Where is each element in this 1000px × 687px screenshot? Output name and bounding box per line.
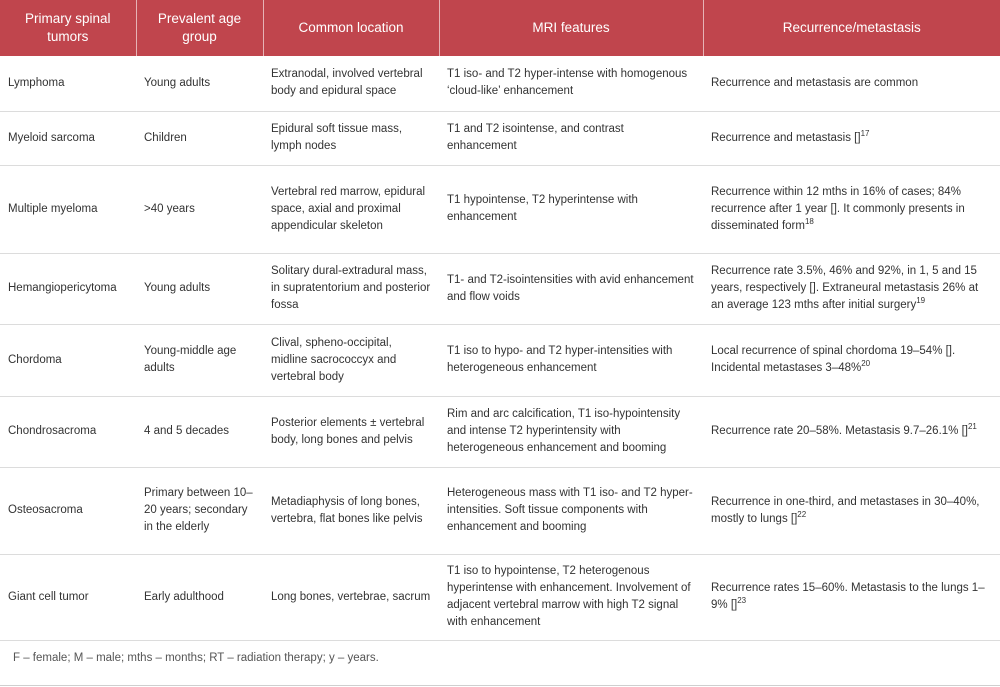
table-row: Hemangiopericytoma Young adults Solitary…: [0, 253, 1000, 325]
reference-number: 20: [861, 359, 871, 369]
cell-location: Posterior elements ± vertebral body, lon…: [263, 396, 439, 468]
cell-recurrence: Recurrence rate 3.5%, 46% and 92%, in 1,…: [703, 253, 1000, 325]
table-row: Myeloid sarcoma Children Epidural soft t…: [0, 111, 1000, 166]
table-footnote: F – female; M – male; mths – months; RT …: [13, 652, 379, 664]
reference-number: 18: [804, 216, 814, 226]
cell-mri: T1- and T2-isointensities with avid enha…: [439, 253, 703, 325]
cell-age: >40 years: [136, 165, 263, 254]
cell-mri: Rim and arc calcification, T1 iso-hypoin…: [439, 396, 703, 468]
header-tumor: Primary spinal tumors: [0, 0, 136, 56]
cell-age: Children: [136, 111, 263, 166]
cell-recurrence: Recurrence and metastasis are common: [703, 56, 1000, 112]
header-location: Common location: [262, 0, 439, 56]
cell-location: Metadiaphysis of long bones, vertebra, f…: [263, 467, 439, 555]
recurrence-text: Recurrence rate 3.5%, 46% and 92%, in 1,…: [711, 265, 979, 311]
table-row: Osteosacroma Primary between 10–20 years…: [0, 467, 1000, 555]
table-row: Lymphoma Young adults Extranodal, involv…: [0, 56, 1000, 112]
cell-recurrence: Recurrence and metastasis []17: [703, 111, 1000, 166]
recurrence-text: Recurrence and metastasis []: [711, 131, 861, 144]
cell-recurrence: Recurrence rate 20–58%. Metastasis 9.7–2…: [703, 396, 1000, 468]
reference-number: 21: [967, 422, 977, 432]
cell-mri: T1 and T2 isointense, and contrast enhan…: [439, 111, 703, 166]
recurrence-text: Recurrence rate 20–58%. Metastasis 9.7–2…: [711, 425, 968, 437]
cell-recurrence: Recurrence rates 15–60%. Metastasis to t…: [703, 554, 1000, 641]
table-row: Chondrosacroma 4 and 5 decades Posterior…: [0, 396, 1000, 468]
cell-age: Young-middle age adults: [136, 324, 263, 397]
header-row: Primary spinal tumors Prevalent age grou…: [0, 0, 1000, 56]
header-recurrence: Recurrence/metastasis: [702, 0, 1000, 56]
cell-recurrence: Local recurrence of spinal chordoma 19–5…: [703, 324, 1000, 397]
recurrence-text: Recurrence in one-third, and metastases …: [711, 495, 980, 525]
recurrence-text: Recurrence within 12 mths in 16% of case…: [711, 185, 965, 232]
cell-tumor: Chordoma: [0, 324, 136, 397]
cell-location: Epidural soft tissue mass, lymph nodes: [263, 111, 439, 166]
cell-age: Young adults: [136, 56, 263, 112]
tumor-table: Primary spinal tumors Prevalent age grou…: [0, 0, 1000, 641]
cell-recurrence: Recurrence in one-third, and metastases …: [703, 467, 1000, 555]
cell-tumor: Myeloid sarcoma: [0, 111, 136, 166]
cell-recurrence: Recurrence within 12 mths in 16% of case…: [703, 165, 1000, 254]
cell-tumor: Multiple myeloma: [0, 165, 136, 254]
cell-mri: T1 hypointense, T2 hyperintense with enh…: [439, 165, 703, 254]
cell-tumor: Osteosacroma: [0, 467, 136, 555]
cell-tumor: Chondrosacroma: [0, 396, 136, 468]
cell-location: Vertebral red marrow, epidural space, ax…: [263, 165, 439, 254]
cell-location: Long bones, vertebrae, sacrum: [263, 554, 439, 641]
reference-number: 22: [797, 509, 807, 519]
reference-number: 19: [916, 296, 926, 306]
cell-location: Clival, spheno-occipital, midline sacroc…: [263, 324, 439, 397]
cell-age: Early adulthood: [136, 554, 263, 641]
cell-tumor: Hemangiopericytoma: [0, 253, 136, 325]
cell-age: Primary between 10–20 years; secondary i…: [136, 467, 263, 555]
cell-location: Solitary dural-extradural mass, in supra…: [263, 253, 439, 325]
recurrence-text: Recurrence and metastasis are common: [711, 76, 919, 89]
reference-number: 17: [860, 128, 870, 138]
cell-age: 4 and 5 decades: [136, 396, 263, 468]
cell-tumor: Giant cell tumor: [0, 554, 136, 641]
cell-location: Extranodal, involved vertebral body and …: [263, 56, 439, 112]
header-age: Prevalent age group: [135, 0, 263, 56]
cell-mri: T1 iso to hypointense, T2 heterogenous h…: [439, 554, 703, 641]
cell-age: Young adults: [136, 253, 263, 325]
cell-mri: T1 iso- and T2 hyper-intense with homoge…: [439, 56, 703, 112]
cell-mri: Heterogeneous mass with T1 iso- and T2 h…: [439, 467, 703, 555]
recurrence-text: Local recurrence of spinal chordoma 19–5…: [711, 345, 956, 374]
divider: [0, 685, 1000, 686]
table-row: Chordoma Young-middle age adults Clival,…: [0, 324, 1000, 397]
recurrence-text: Recurrence rates 15–60%. Metastasis to t…: [711, 582, 985, 611]
cell-mri: T1 iso to hypo- and T2 hyper-intensities…: [439, 324, 703, 397]
header-mri: MRI features: [438, 0, 703, 56]
table-row: Multiple myeloma >40 years Vertebral red…: [0, 165, 1000, 254]
table-row: Giant cell tumor Early adulthood Long bo…: [0, 554, 1000, 641]
reference-number: 23: [737, 596, 747, 606]
cell-tumor: Lymphoma: [0, 56, 136, 112]
